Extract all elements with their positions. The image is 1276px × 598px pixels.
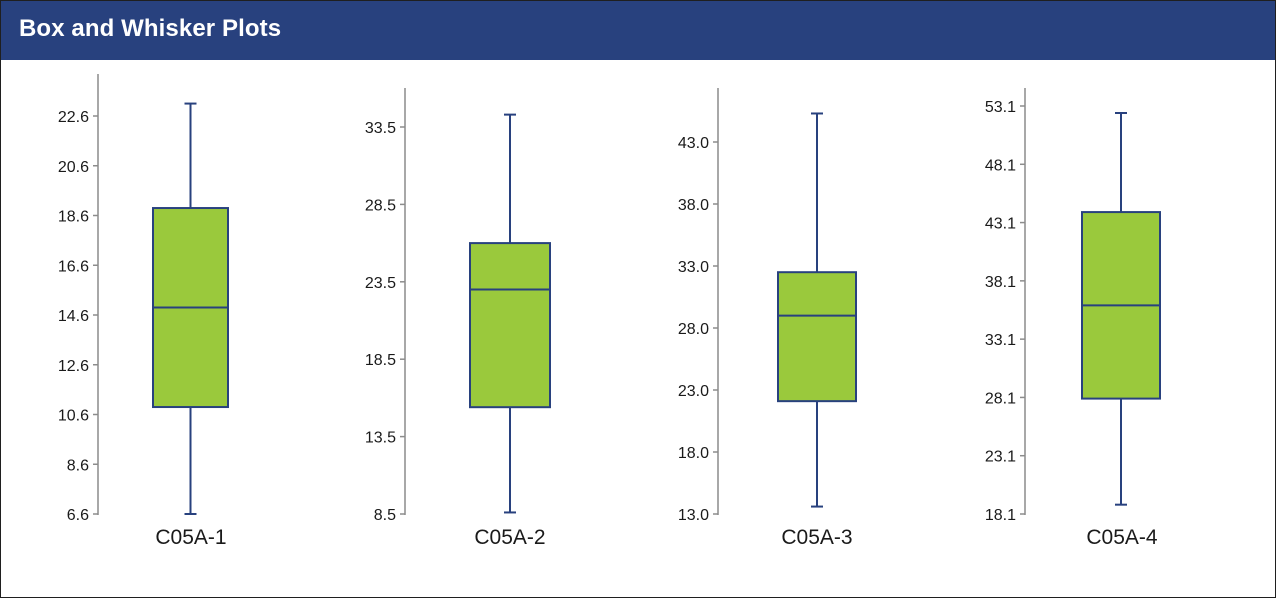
y-tick-label: 18.0	[678, 445, 709, 462]
category-label: C05A-4	[1086, 526, 1158, 549]
y-tick-label: 14.6	[58, 308, 89, 325]
y-tick-label: 23.1	[985, 449, 1016, 466]
y-tick-label: 23.5	[365, 275, 396, 292]
iqr-box	[469, 242, 551, 409]
category-label: C05A-3	[781, 526, 852, 549]
y-tick-label: 10.6	[58, 408, 89, 425]
y-tick-label: 33.1	[985, 332, 1016, 349]
y-tick-label: 53.1	[985, 99, 1016, 116]
y-tick-label: 48.1	[985, 157, 1016, 174]
y-tick-label: 18.5	[365, 352, 396, 369]
y-tick-label: 38.0	[678, 197, 709, 214]
y-tick-label: 28.0	[678, 321, 709, 338]
category-label: C05A-2	[474, 526, 545, 549]
iqr-box	[777, 271, 857, 403]
y-tick-label: 28.5	[365, 197, 396, 214]
y-tick-label: 6.6	[67, 507, 89, 524]
y-tick-label: 13.0	[678, 507, 709, 524]
y-tick-label: 18.6	[58, 209, 89, 226]
y-tick-label: 8.6	[67, 457, 89, 474]
y-tick-label: 16.6	[58, 258, 89, 275]
y-tick-label: 28.1	[985, 390, 1016, 407]
y-tick-label: 33.5	[365, 120, 396, 137]
y-tick-label: 8.5	[374, 507, 396, 524]
y-tick-label: 18.1	[985, 507, 1016, 524]
category-label: C05A-1	[155, 526, 226, 549]
y-tick-label: 23.0	[678, 383, 709, 400]
y-tick-label: 20.6	[58, 159, 89, 176]
y-tick-label: 38.1	[985, 274, 1016, 291]
chart-title: Box and Whisker Plots	[19, 15, 282, 42]
y-tick-label: 33.0	[678, 259, 709, 276]
y-tick-label: 12.6	[58, 358, 89, 375]
y-tick-label: 22.6	[58, 109, 89, 126]
y-tick-label: 43.1	[985, 216, 1016, 233]
y-tick-label: 13.5	[365, 430, 396, 447]
y-tick-label: 43.0	[678, 135, 709, 152]
chart-header: Box and Whisker Plots	[1, 1, 1275, 60]
